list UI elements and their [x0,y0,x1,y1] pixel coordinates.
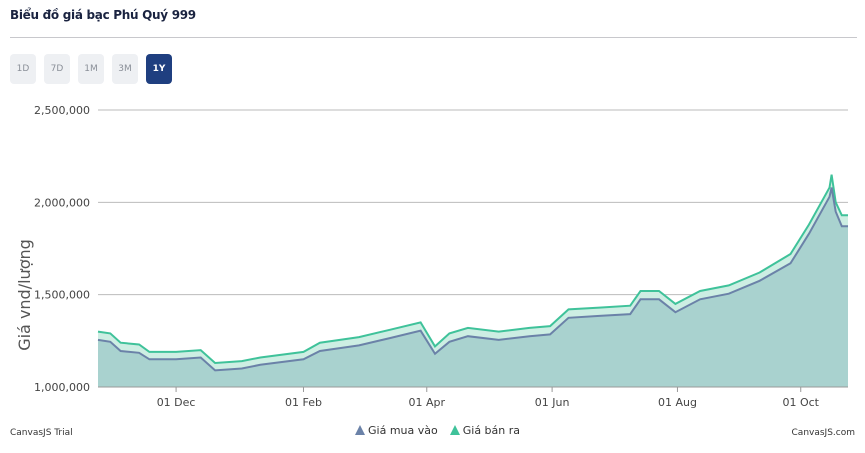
x-tick-label: 01 Oct [782,396,819,409]
y-axis-title: Giá vnd/lượng [15,239,34,351]
x-tick-label: 01 Feb [285,396,322,409]
range-button-1d[interactable]: 1D [10,54,36,84]
range-button-1y[interactable]: 1Y [146,54,172,84]
page-title: Biểu đồ giá bạc Phú Quý 999 [10,8,196,22]
y-tick-label: 2,000,000 [34,196,90,209]
y-tick-label: 1,500,000 [34,289,90,302]
x-tick-label: 01 Aug [658,396,697,409]
x-tick-label: 01 Dec [157,396,196,409]
trial-label: CanvasJS Trial [10,428,73,438]
triangle-icon [449,425,460,435]
range-button-1m[interactable]: 1M [78,54,104,84]
range-button-3m[interactable]: 3M [112,54,138,84]
credit-link[interactable]: CanvasJS.com [791,428,855,438]
area-buy [98,187,848,387]
x-tick-label: 01 Jun [535,396,570,409]
range-selector: 1D 7D 1M 3M 1Y [10,54,172,84]
y-tick-label: 1,000,000 [34,381,90,394]
divider [10,37,857,38]
triangle-icon [355,425,365,435]
legend: Giá mua vào Giá bán ra [355,424,520,437]
line-sell [97,174,848,365]
x-tick-label: 01 Apr [409,396,446,409]
range-button-7d[interactable]: 7D [44,54,70,84]
line-buy [97,187,848,372]
legend-item-sell[interactable]: Giá bán ra [449,424,520,437]
y-tick-label: 2,500,000 [34,104,90,117]
price-chart: 1,000,000 1,500,000 2,000,000 2,500,000 01 D… [15,104,848,409]
legend-item-buy[interactable]: Giá mua vào [355,424,438,437]
